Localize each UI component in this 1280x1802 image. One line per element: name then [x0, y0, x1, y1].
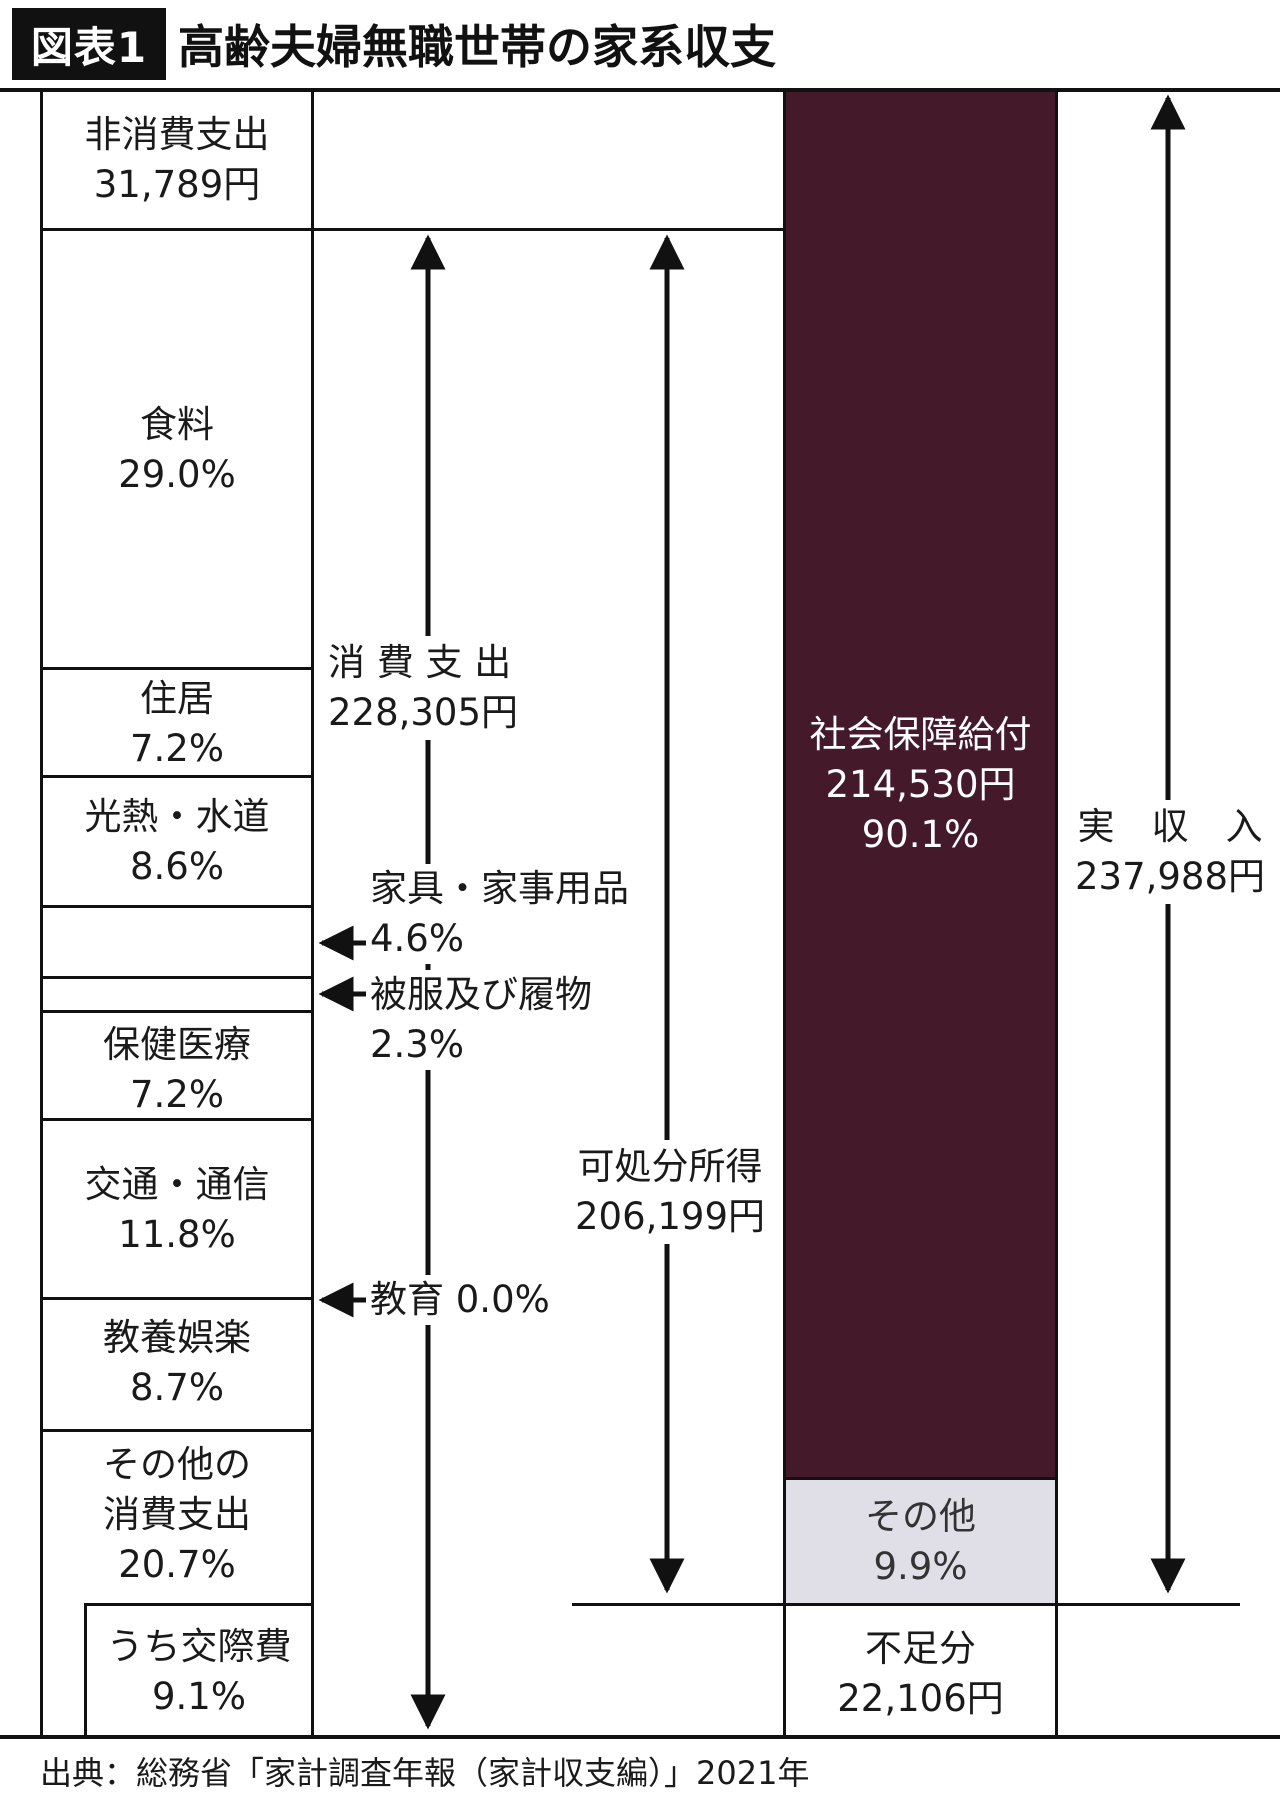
food-label: 食料 — [140, 403, 214, 446]
header-rule — [0, 88, 1280, 92]
food-pct: 29.0% — [118, 453, 236, 496]
food-cell: 食料 29.0% — [43, 400, 311, 500]
other-income-label: その他 — [865, 1495, 976, 1538]
housing-cell: 住居 7.2% — [43, 674, 311, 774]
disposable-income-label: 可処分所得 206,199円 — [575, 1140, 766, 1244]
sub-box-left — [84, 1603, 87, 1737]
shortfall-text: 不足分 22,106円 — [786, 1624, 1055, 1724]
sub-box-top — [84, 1603, 314, 1606]
furniture-label: 家具・家事用品 — [370, 864, 629, 914]
non-consumption-label: 非消費支出 — [84, 113, 270, 156]
other-consumption-line2: 消費支出 — [103, 1493, 251, 1536]
income-left-line — [783, 92, 786, 1736]
utilities-pct: 8.6% — [130, 845, 224, 888]
medical-label: 保健医療 — [103, 1023, 251, 1066]
figure-badge: 図表1 — [12, 8, 166, 80]
figure-title: 高齢夫婦無職世帯の家系収支 — [178, 20, 776, 74]
shortfall-amount: 22,106円 — [837, 1677, 1004, 1720]
medical-cell: 保健医療 7.2% — [43, 1020, 311, 1120]
other-income-text: その他 9.9% — [786, 1492, 1055, 1592]
frame-bottom-line — [0, 1735, 1280, 1739]
frame-left-line — [40, 92, 43, 1736]
medical-pct: 7.2% — [130, 1073, 224, 1116]
consumption-total-label: 消 費 支 出 228,305円 — [328, 636, 519, 740]
transport-pct: 11.8% — [118, 1213, 236, 1256]
disposable-income-amount: 206,199円 — [575, 1195, 766, 1238]
social-expenses-cell: うち交際費 9.1% — [87, 1622, 311, 1722]
utilities-cell: 光熱・水道 8.6% — [43, 792, 311, 892]
disposable-income-name: 可処分所得 — [577, 1145, 763, 1188]
housing-pct: 7.2% — [130, 727, 224, 770]
actual-income-name: 実 収 入 — [1077, 805, 1263, 848]
recreation-cell: 教養娯楽 8.7% — [43, 1313, 311, 1413]
expenditure-right-line — [311, 92, 314, 1736]
shortfall-label: 不足分 — [865, 1627, 976, 1670]
clothing-label: 被服及び履物 — [370, 970, 592, 1020]
source-note: 出典：総務省「家計調査年報（家計収支編）」2021年 — [40, 1754, 810, 1792]
social-security-label: 社会保障給付 — [809, 713, 1032, 756]
actual-income-label: 実 収 入 237,988円 — [1075, 800, 1265, 904]
utilities-label: 光熱・水道 — [84, 795, 270, 838]
social-expenses-label: うち交際費 — [106, 1625, 292, 1668]
divider-housing — [40, 775, 314, 778]
divider-furniture — [40, 976, 314, 979]
consumption-total-name: 消 費 支 出 — [328, 641, 512, 684]
actual-income-amount: 237,988円 — [1075, 855, 1266, 898]
divider-transport — [40, 1297, 314, 1300]
divider-medical — [40, 1118, 314, 1121]
social-security-text: 社会保障給付 214,530円 90.1% — [786, 710, 1055, 860]
recreation-label: 教養娯楽 — [103, 1316, 251, 1359]
shortfall-top-line — [572, 1603, 1240, 1606]
social-security-pct: 90.1% — [861, 813, 980, 856]
other-consumption-cell: その他の 消費支出 20.7% — [43, 1440, 311, 1590]
non-consumption-divider — [40, 228, 783, 231]
other-income-top-line — [786, 1477, 1055, 1480]
recreation-pct: 8.7% — [130, 1366, 224, 1409]
divider-food — [40, 667, 314, 670]
clothing-pct: 2.3% — [370, 1020, 470, 1070]
social-security-amount: 214,530円 — [825, 763, 1016, 806]
social-security-bar — [786, 92, 1055, 1478]
furniture-pct: 4.6% — [370, 914, 470, 964]
non-consumption-amount: 31,789円 — [93, 163, 261, 206]
transport-label: 交通・通信 — [84, 1163, 270, 1206]
other-income-bar — [786, 1480, 1055, 1604]
social-expenses-pct: 9.1% — [152, 1675, 246, 1718]
divider-clothing — [40, 1010, 314, 1013]
consumption-total-amount: 228,305円 — [328, 691, 519, 734]
other-consumption-pct: 20.7% — [118, 1543, 236, 1586]
income-right-line — [1055, 92, 1058, 1736]
other-income-pct: 9.9% — [873, 1545, 968, 1588]
divider-recreation — [40, 1429, 314, 1432]
transport-cell: 交通・通信 11.8% — [43, 1160, 311, 1260]
non-consumption-cell: 非消費支出 31,789円 — [43, 110, 311, 210]
furniture-pointer-label: 家具・家事用品 4.6% — [370, 864, 629, 964]
clothing-pointer-label: 被服及び履物 2.3% — [370, 970, 592, 1070]
other-consumption-line1: その他の — [103, 1443, 251, 1486]
divider-utilities — [40, 905, 314, 908]
education-pointer-label: 教育 0.0% — [370, 1275, 550, 1325]
housing-label: 住居 — [140, 677, 214, 720]
